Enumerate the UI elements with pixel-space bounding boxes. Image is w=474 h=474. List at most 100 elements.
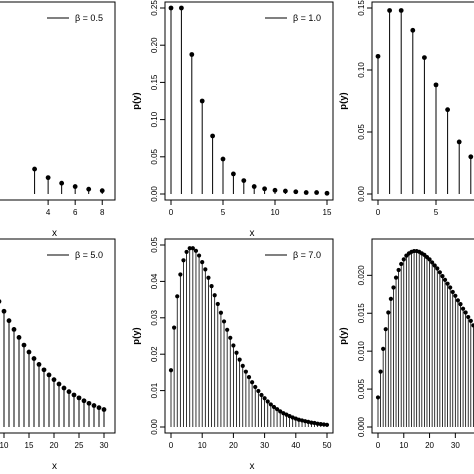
y-tick-label: 0.15 <box>357 0 366 16</box>
pmf-point <box>393 275 399 280</box>
pmf-point <box>76 395 82 401</box>
pmf-point <box>210 133 216 139</box>
pmf-point <box>278 409 283 414</box>
y-tick-label: 0.00 <box>150 186 159 202</box>
x-tick-label: 0 <box>376 441 381 450</box>
pmf-point <box>378 369 383 374</box>
pmf-point <box>16 335 22 340</box>
chart-panel-5: 0 10 20 30 40 50 0.00 0.01 0.02 0.03 0.04 0.05 x p(y)… <box>131 237 334 472</box>
pmf-point <box>6 318 12 324</box>
chart-panel-2: 0 5 10 15 0.00 0.05 0.10 0.15 0.20 0.25 x p(y) β = 1… <box>131 0 334 239</box>
pmf-point <box>199 98 205 104</box>
pmf-point <box>256 388 261 394</box>
pmf-point <box>284 412 289 417</box>
pmf-point <box>240 363 245 368</box>
pmf-point <box>375 395 381 400</box>
plot-frame <box>0 238 116 434</box>
pmf-point <box>445 281 450 286</box>
pmf-point <box>231 343 236 348</box>
pmf-point <box>196 253 202 258</box>
y-tick-label: 0.10 <box>357 62 366 78</box>
pmf-point <box>99 188 105 194</box>
pmf-point <box>271 404 277 410</box>
chart-panel-4: 10 15 20 25 30 x β = 5.0 <box>0 238 116 472</box>
pmf-point <box>262 186 267 192</box>
pmf-point <box>437 270 442 275</box>
pmf-point <box>241 178 247 184</box>
pmf-point <box>456 139 462 145</box>
pmf-point <box>388 296 393 301</box>
y-tick-label: 0.20 <box>150 37 159 53</box>
pmf-point <box>445 107 450 113</box>
pmf-point <box>318 421 323 427</box>
pmf-point <box>237 357 242 362</box>
x-tick-label: 5 <box>434 208 439 217</box>
plot-frame <box>0 1 116 201</box>
legend-label: β = 5.0 <box>75 250 103 260</box>
pmf-point <box>460 306 466 311</box>
pmf-point <box>399 261 404 267</box>
pmf-point <box>56 381 62 387</box>
x-tick-label: 6 <box>73 208 78 217</box>
pmf-point <box>203 267 208 272</box>
pmf-point <box>215 301 220 307</box>
pmf-point <box>96 405 102 411</box>
pmf-point <box>168 368 174 373</box>
pmf-point <box>45 175 51 181</box>
pmf-point <box>324 422 330 427</box>
y-tick-label: 0.00 <box>357 186 366 202</box>
pmf-point <box>430 260 435 265</box>
pmf-point <box>268 402 273 407</box>
pmf-point <box>243 369 248 374</box>
x-tick-label: 15 <box>323 208 332 217</box>
pmf-point <box>1 308 7 314</box>
y-tick-label: 0.05 <box>150 148 159 164</box>
pmf-point <box>175 294 180 299</box>
pmf-point <box>293 189 299 195</box>
pmf-point <box>391 285 396 290</box>
pmf-point <box>410 27 416 33</box>
y-tick-label: 0.25 <box>150 0 159 16</box>
pmf-point <box>274 407 280 412</box>
x-tick-label: 25 <box>75 441 84 450</box>
pmf-point <box>315 421 320 426</box>
pmf-point <box>71 392 77 398</box>
pmf-point <box>51 377 57 383</box>
pmf-point <box>455 298 461 303</box>
pmf-point <box>72 184 78 189</box>
pmf-point <box>442 277 448 282</box>
y-tick-label: 0.05 <box>150 237 159 253</box>
x-tick-label: 20 <box>425 441 434 450</box>
pmf-point <box>427 257 432 262</box>
pmf-point <box>206 275 211 280</box>
pmf-point <box>179 5 184 11</box>
pmf-point <box>221 319 227 324</box>
pmf-point <box>466 314 471 320</box>
y-tick-label: 0.000 <box>357 416 366 437</box>
y-tick-label: 0.015 <box>357 303 366 324</box>
legend-label: β = 7.0 <box>293 250 321 260</box>
x-tick-label: 0 <box>169 208 174 217</box>
plot-frame <box>164 1 334 201</box>
pmf-point <box>309 420 314 425</box>
y-tick-label: 0.02 <box>150 346 159 362</box>
pmf-point <box>398 8 404 13</box>
pmf-point <box>231 171 236 177</box>
pmf-point <box>386 310 391 315</box>
pmf-point <box>225 327 230 332</box>
x-tick-label: 20 <box>50 441 59 450</box>
pmf-point <box>228 335 233 340</box>
pmf-point <box>468 154 474 160</box>
pmf-point <box>401 257 406 262</box>
pmf-point <box>91 403 97 408</box>
pmf-point <box>32 166 37 172</box>
pmf-point <box>448 285 453 290</box>
pmf-point <box>187 246 192 251</box>
pmf-point <box>387 8 392 13</box>
pmf-point <box>321 422 326 427</box>
y-tick-label: 0.03 <box>150 309 159 325</box>
pmf-point <box>314 190 319 195</box>
pmf-point <box>11 327 17 332</box>
pmf-point <box>31 356 37 361</box>
